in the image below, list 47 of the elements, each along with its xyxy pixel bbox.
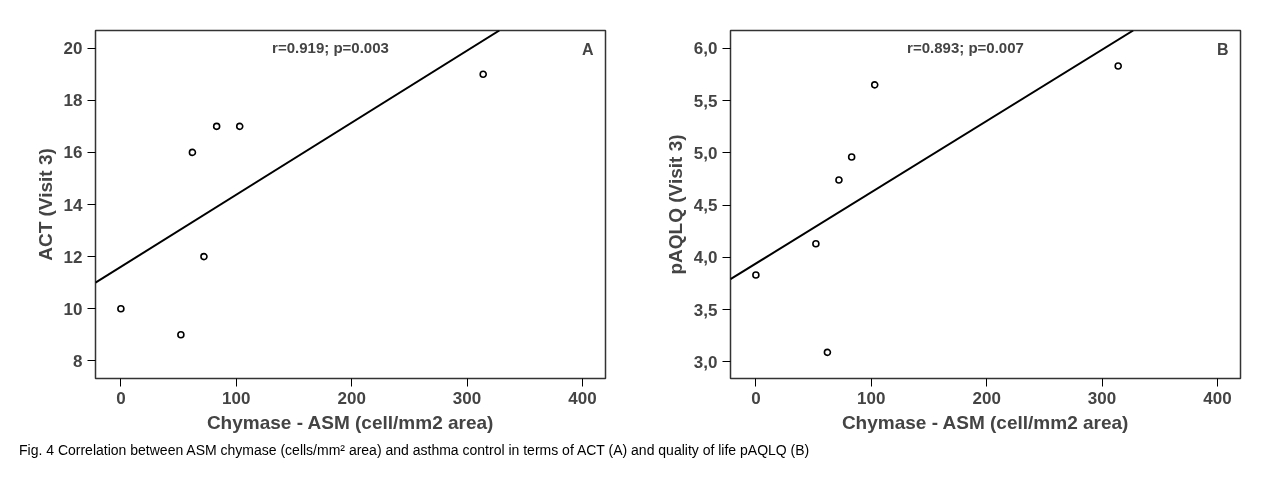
x-tick-label: 100 — [222, 388, 251, 408]
x-axis-title: Chymase - ASM (cell/mm2 area) — [206, 411, 494, 433]
x-tick-label: 200 — [337, 388, 366, 408]
point — [200, 252, 208, 261]
y-tick-label: 6,0 — [693, 39, 718, 59]
y-axis-title: pAQLQ (Visit 3) — [664, 134, 686, 275]
y-tick-label: 20 — [63, 39, 83, 59]
annotation: r=0.893; p=0.007 — [907, 38, 1024, 56]
y-tick-label: 3,0 — [693, 352, 718, 372]
point — [812, 239, 820, 248]
x-tick-label: 200 — [972, 388, 1001, 408]
y-axis-title: ACT (Visit 3) — [34, 148, 56, 261]
x-axis-title: Chymase - ASM (cell/mm2 area) — [841, 411, 1129, 433]
y-tick-label: 4,5 — [693, 196, 718, 216]
point — [823, 348, 832, 357]
x-tick-label: 300 — [1087, 388, 1117, 408]
point — [835, 176, 843, 184]
caption: Fig. 4 Correlation between ASM chymase (cells/mm² area) and asthma control in terms of ACT (A) and quality of life pAQLQ (B) — [19, 441, 810, 460]
y-tick-label: 18 — [63, 91, 83, 111]
y-tick-label: 3,5 — [693, 300, 718, 320]
y-tick-label: 5,5 — [693, 91, 718, 111]
point — [479, 70, 487, 79]
point — [188, 148, 197, 157]
point — [1114, 62, 1122, 70]
y-tick-label: 12 — [63, 247, 83, 267]
point — [177, 330, 185, 339]
x-tick-label: 300 — [452, 388, 482, 408]
y-tick-label: 10 — [63, 299, 83, 319]
annotation: r=0.919; p=0.003 — [272, 38, 389, 56]
x-tick-label: 0 — [116, 388, 126, 408]
x-tick-label: 0 — [751, 388, 761, 408]
point — [212, 122, 221, 131]
y-tick-label: 5,0 — [693, 143, 718, 163]
annotation: A — [581, 40, 594, 58]
y-tick-label: 8 — [73, 351, 83, 371]
x-tick-label: 400 — [568, 388, 597, 408]
x-tick-label: 400 — [1203, 388, 1232, 408]
annotation: B — [1216, 40, 1229, 58]
y-tick-label: 4,0 — [693, 248, 718, 268]
point — [870, 81, 879, 89]
y-tick-label: 16 — [63, 143, 83, 163]
y-tick-label: 14 — [63, 195, 84, 215]
point — [752, 271, 760, 279]
x-tick-label: 100 — [857, 388, 886, 408]
point — [847, 153, 856, 161]
point — [117, 304, 125, 313]
point — [235, 122, 244, 131]
